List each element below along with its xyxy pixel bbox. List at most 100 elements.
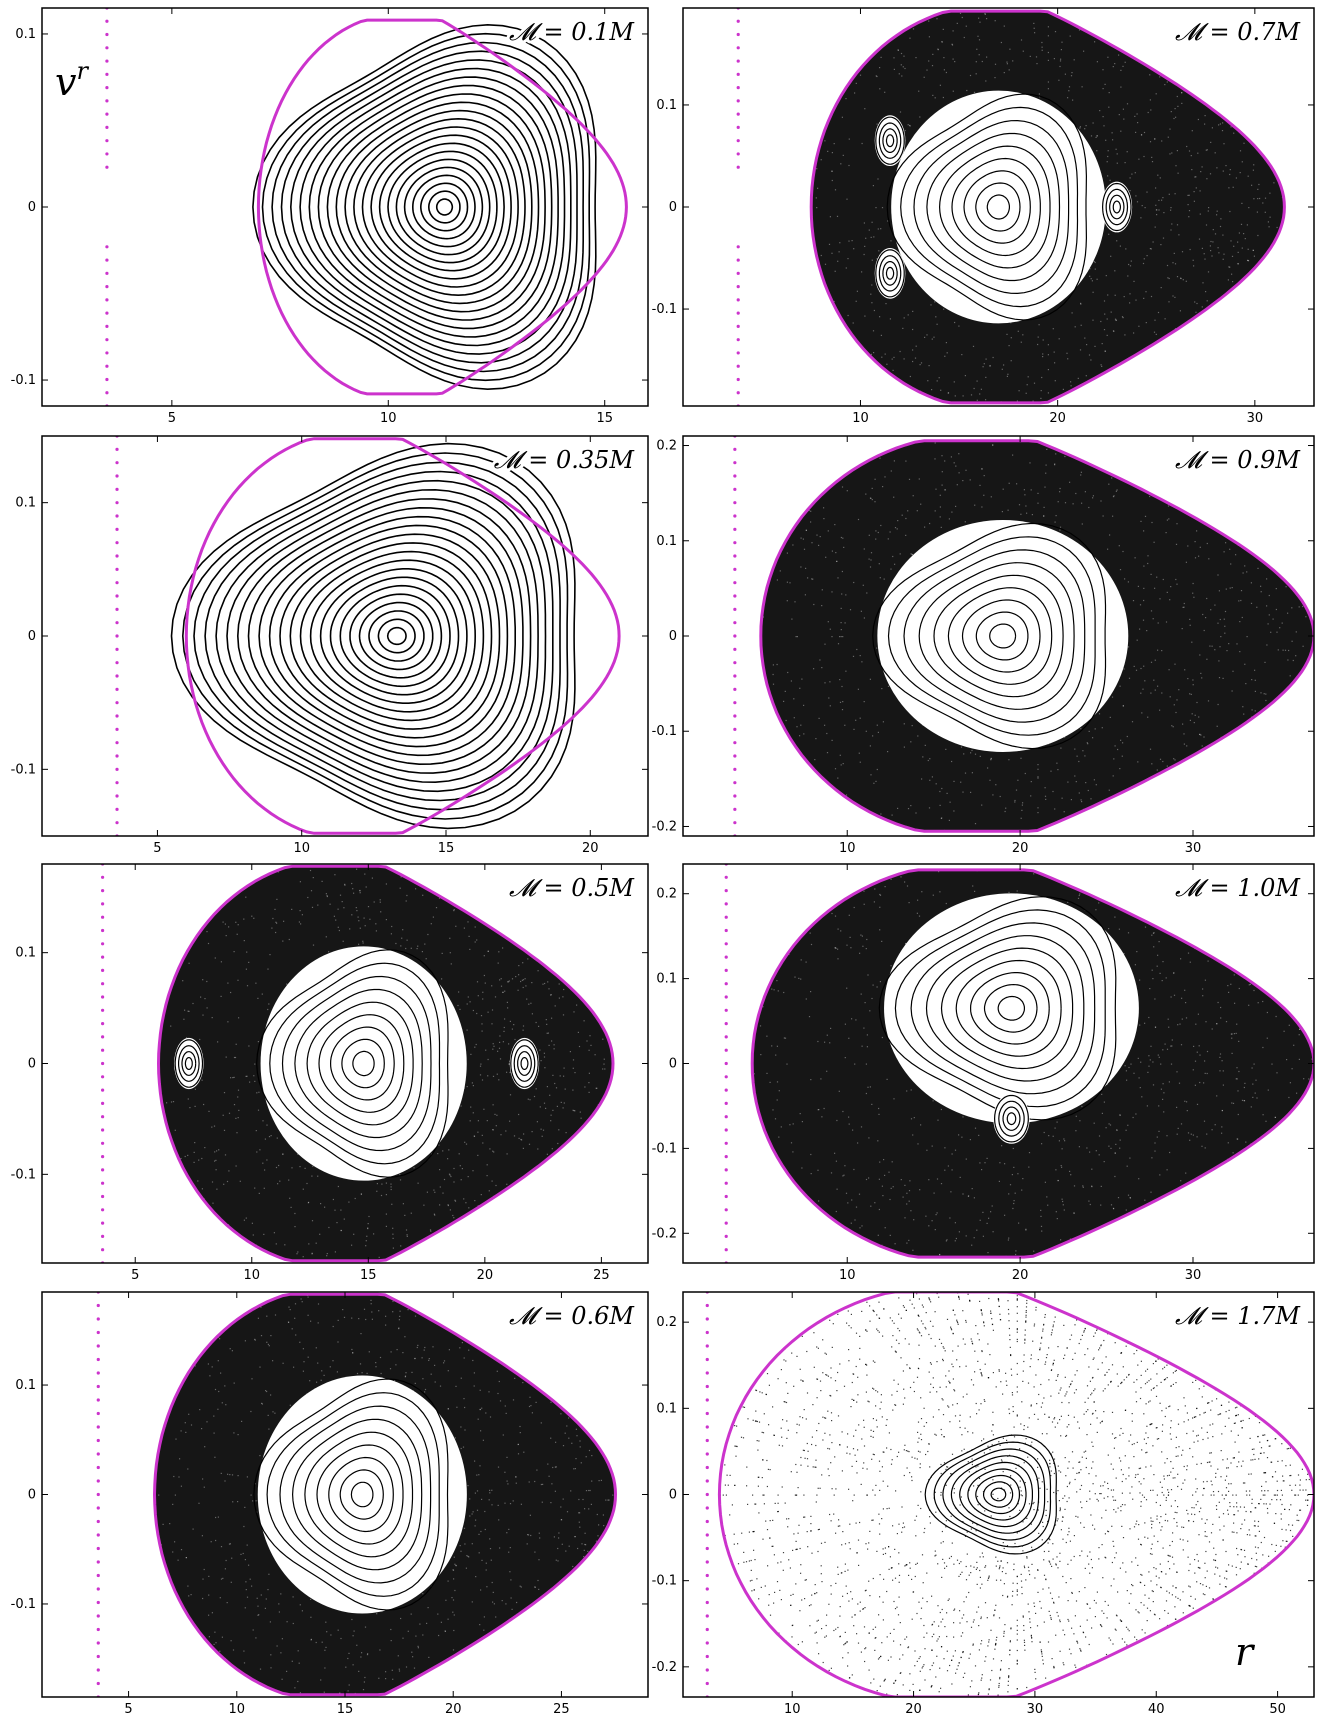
horizon-dot: [736, 32, 740, 37]
chaos-point: [453, 910, 455, 912]
chaos-point: [1298, 1034, 1300, 1036]
chaos-point: [1095, 1150, 1097, 1152]
chaos-point: [940, 817, 942, 819]
horizon-dot: [115, 714, 119, 718]
chaos-point: [1158, 1130, 1160, 1132]
chaos-point: [1287, 659, 1289, 661]
chaos-point: [1193, 722, 1195, 724]
chaos-point: [353, 1233, 355, 1235]
chaos-point: [826, 1070, 828, 1072]
chaos-point: [1289, 1082, 1291, 1084]
chaos-point: [441, 978, 443, 980]
chaos-point: [999, 1162, 1001, 1164]
chaos-point: [1091, 1168, 1093, 1170]
chaos-point: [558, 1537, 560, 1539]
chaos-point: [1060, 1165, 1062, 1167]
horizon-dot: [115, 754, 119, 758]
chaos-point: [220, 1546, 223, 1548]
chaos-point: [857, 1142, 859, 1144]
chaos-point: [486, 1120, 488, 1122]
chaos-point: [1122, 65, 1124, 67]
chaos-point: [478, 1552, 480, 1554]
chaos-point: [476, 1012, 478, 1015]
horizon-dot: [101, 955, 105, 959]
chaos-point: [1229, 169, 1231, 171]
torus-curve: [903, 549, 1086, 723]
chaos-point: [1199, 546, 1201, 548]
chaos-point: [1221, 1109, 1223, 1112]
chaos-point: [555, 1087, 558, 1089]
chaos-point: [1244, 663, 1246, 665]
chaos-point: [578, 1045, 581, 1048]
chaos-point: [1120, 130, 1122, 132]
chaos-point: [776, 663, 778, 666]
chaos-point: [1211, 127, 1213, 129]
chaos-point: [1264, 211, 1266, 213]
chaos-point: [830, 1027, 832, 1029]
chaos-point: [233, 1432, 235, 1434]
chaos-point: [1149, 141, 1152, 143]
chaos-point: [975, 61, 977, 63]
chaos-point: [946, 352, 948, 354]
chaos-point: [472, 1112, 474, 1114]
chaos-point: [810, 510, 812, 512]
chaos-point: [1207, 210, 1209, 212]
chaos-point: [565, 1550, 567, 1552]
chaos-point: [867, 1086, 869, 1088]
horizon-dots: [115, 436, 119, 836]
chaos-point: [960, 746, 963, 748]
chaos-point: [900, 64, 902, 66]
chaos-point: [1089, 268, 1091, 270]
chaos-point: [554, 1466, 556, 1468]
chaos-point: [810, 1153, 812, 1156]
chaos-point: [1156, 1136, 1158, 1138]
chaos-point: [776, 1045, 778, 1047]
chaos-point: [1037, 336, 1039, 338]
chaos-point: [202, 1478, 204, 1480]
chaos-point: [1223, 551, 1225, 553]
chaos-point: [1090, 359, 1092, 361]
chaos-point: [289, 1309, 291, 1311]
chaos-point: [491, 985, 493, 987]
chaos-point: [897, 520, 899, 522]
chaos-point: [1187, 1132, 1190, 1134]
chaos-point: [1162, 237, 1165, 239]
chaos-point: [385, 1671, 387, 1673]
chaos-point: [250, 1494, 252, 1496]
chaos-point: [240, 1553, 242, 1555]
chaos-point: [1259, 197, 1261, 200]
chaos-point: [1222, 234, 1224, 236]
chaos-point: [1127, 932, 1130, 934]
chaos-point: [230, 991, 232, 994]
horizon-dot: [96, 1681, 100, 1686]
chaos-point: [328, 1226, 330, 1229]
chaos-point: [1171, 1039, 1173, 1041]
chaos-point: [981, 506, 983, 508]
horizon-dot: [96, 1654, 100, 1659]
chaos-point: [316, 1381, 318, 1383]
chaos-point: [187, 1468, 189, 1470]
chaos-point: [839, 242, 841, 244]
chaos-point: [1236, 1138, 1238, 1140]
chaos-point: [522, 986, 524, 989]
chaos-point: [1001, 368, 1003, 370]
chaos-point: [483, 955, 485, 957]
chaos-point: [1168, 1026, 1170, 1028]
horizon-dot: [736, 377, 740, 382]
chaos-point: [495, 1616, 497, 1618]
chaos-point: [1037, 492, 1039, 494]
chaos-point: [390, 1640, 392, 1642]
chaos-point: [1137, 761, 1139, 763]
chaos-point: [1127, 1124, 1129, 1126]
chaos-point: [476, 1474, 478, 1476]
chaos-point: [1159, 972, 1161, 974]
horizon-dot: [733, 807, 737, 811]
chaos-point: [1102, 116, 1104, 118]
chaos-point: [904, 881, 906, 883]
chaos-point: [455, 1564, 457, 1566]
chaos-point: [981, 60, 983, 63]
chaos-point: [1041, 46, 1043, 48]
chaos-point: [558, 997, 560, 999]
chaos-point: [357, 916, 359, 918]
chaos-point: [1221, 1060, 1223, 1062]
